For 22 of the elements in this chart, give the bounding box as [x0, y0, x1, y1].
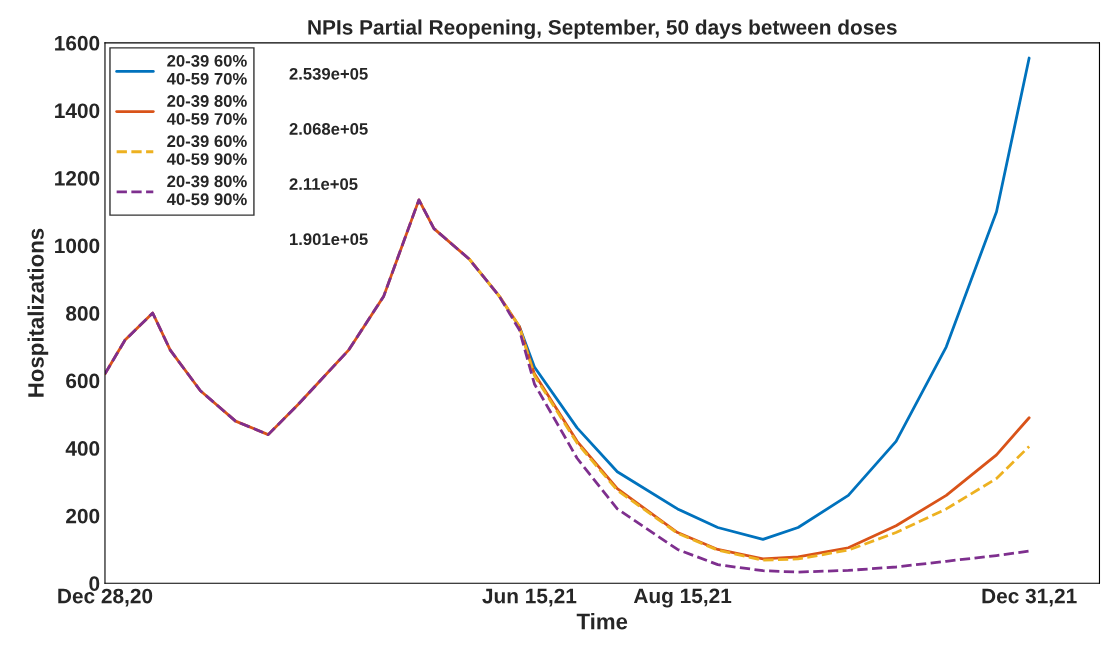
x-axis-title: Time: [576, 613, 628, 630]
chart-title: NPIs Partial Reopening, September, 50 days between doses: [308, 19, 897, 39]
y-tick-label: 1000: [55, 238, 100, 254]
legend-label: 20-39 80% 40-59 90%: [166, 175, 247, 206]
y-tick-label: 600: [66, 373, 100, 389]
annotation: 2.539e+05: [289, 67, 368, 80]
y-tick-label: 1200: [55, 170, 100, 186]
annotation: 2.11e+05: [289, 178, 358, 190]
y-tick-label: 1600: [55, 35, 100, 51]
legend-label: 20-39 80% 40-59 70%: [166, 95, 247, 125]
y-tick-label: 1400: [55, 103, 100, 119]
x-tick-label: Jun 15,21: [482, 588, 577, 607]
y-tick-label: 800: [66, 306, 100, 321]
x-tick-label: Aug 15,21: [633, 588, 732, 608]
x-tick-label: Dec 31,21: [982, 588, 1077, 607]
legend-label: 20-39 60% 40-59 70%: [166, 54, 247, 85]
annotation: 1.901e+05: [290, 233, 368, 246]
y-axis-title: Hospitalizations: [27, 228, 49, 397]
annotation: 2.068e+05: [289, 123, 368, 135]
y-tick-label: 400: [65, 441, 100, 456]
legend-label: 20-39 60% 40-59 90%: [166, 135, 247, 166]
y-tick-label: 200: [66, 508, 100, 524]
